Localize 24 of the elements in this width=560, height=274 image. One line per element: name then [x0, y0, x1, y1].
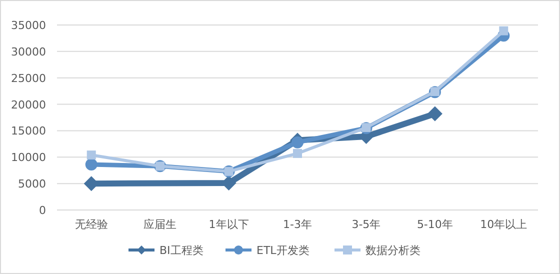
y-tick-label: 15000 [11, 124, 46, 138]
y-tick-label: 10000 [11, 151, 46, 164]
y-tick-label: 20000 [11, 98, 46, 112]
point [499, 26, 508, 36]
x-tick-label: 1年以下 [208, 218, 249, 231]
point [427, 106, 442, 122]
x-tick-label: 1-3年 [283, 218, 312, 231]
y-tick-label: 30000 [11, 45, 46, 58]
x-tick-label: 无经验 [74, 218, 108, 231]
y-tick-label: 0 [39, 204, 46, 217]
point [293, 148, 302, 158]
point [85, 158, 98, 171]
x-tick-label: 5-10年 [416, 218, 453, 231]
legend-label: BI工程类 [160, 244, 204, 257]
y-tick-label: 25000 [11, 72, 46, 85]
legend-label: ETL开发类 [256, 244, 310, 257]
x-tick-label: 应届生 [144, 218, 177, 231]
y-tick-label: 35000 [11, 19, 46, 32]
x-tick-label: 10年以上 [480, 218, 528, 231]
point [86, 150, 96, 160]
x-tick-label: 3-5年 [352, 218, 381, 231]
point [292, 136, 304, 148]
y-tick-label: 5000 [18, 178, 46, 191]
legend-label: 数据分析类 [366, 244, 420, 257]
